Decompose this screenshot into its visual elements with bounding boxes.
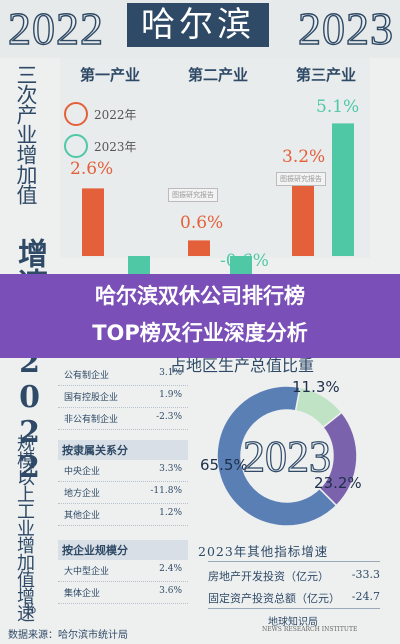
panel-row: 公有制企业 3.1% <box>58 364 188 386</box>
city-title: 哈尔滨 <box>127 3 269 47</box>
row-label: 中央企业 <box>64 467 101 477</box>
bar-1-2 <box>332 123 354 257</box>
row-value: -11.8% <box>150 486 182 496</box>
panel-row: 大中型企业 2.4% <box>58 560 188 582</box>
bar-0-1 <box>188 240 210 256</box>
row-label: 非公有制企业 <box>64 415 119 425</box>
donut-slice-0 <box>216 385 338 527</box>
row-label: 公有制企业 <box>64 371 110 381</box>
donut-chart-wrap: 65.5% 11.3% 23.2% 2023 <box>196 372 378 540</box>
panel-row: 其他企业 1.2% <box>58 504 188 526</box>
legend-item-2023: 2023年 <box>64 134 137 158</box>
category-label-primary: 第一产业 <box>79 66 140 84</box>
bar-0-2 <box>292 172 314 256</box>
share-title: 占地区生产总值比重 <box>170 356 315 375</box>
chart-background <box>60 58 370 258</box>
year-right: 2023 <box>297 2 394 54</box>
row-label: 大中型企业 <box>64 567 110 577</box>
row-value: 2.4% <box>159 564 182 574</box>
donut-chart: 65.5% 11.3% 23.2%2023 <box>200 378 362 527</box>
legend-ring-2022 <box>64 102 88 126</box>
year-left: 2022 <box>7 2 104 54</box>
divider <box>208 608 380 609</box>
category-label-tertiary: 第三产业 <box>295 66 356 84</box>
row-value: 1.2% <box>159 508 182 518</box>
vertical-year: 2022 <box>12 345 47 485</box>
panel-row: 国有控股企业 1.9% <box>58 386 188 408</box>
ownership-panel: 公有制企业 3.1% 国有控股企业 1.9% 非公有制企业 -2.3% <box>58 364 188 430</box>
panel-row: 中央企业 3.3% <box>58 460 188 482</box>
vertical-title: 三次产业增加值 <box>14 64 38 204</box>
bar-0-0 <box>82 188 104 256</box>
row-value: 3.3% <box>159 464 182 474</box>
watermark-stamp: 图振研究报告 <box>168 188 218 202</box>
panel-row: 集体企业 3.6% <box>58 582 188 604</box>
donut-label-1: 11.3% <box>292 378 340 396</box>
indicator-row: 固定资产投资总额（亿元） -24.7 <box>208 590 380 606</box>
row-value: 3.6% <box>159 586 182 596</box>
row-label: 其他企业 <box>64 511 101 521</box>
panel-row: 地方企业 -11.8% <box>58 482 188 504</box>
data-source: 数据来源：哈尔滨市统计局 <box>8 630 128 641</box>
category-label-secondary: 第二产业 <box>187 66 248 84</box>
publisher-logo-subtitle: NEWS RESEARCH INSTITUTE <box>262 626 358 633</box>
indicator-value: -24.7 <box>351 590 380 603</box>
indicator-value: -33.3 <box>351 568 380 581</box>
donut-center-label: 2023 <box>243 432 331 481</box>
data-label-1: 0.6% <box>180 213 223 233</box>
row-label: 集体企业 <box>64 589 101 599</box>
publisher-logo: 地球知识局 <box>268 617 318 628</box>
overlay-title-line2: TOP榜及行业深度分析 <box>92 321 308 345</box>
legend-label-2023: 2023年 <box>94 139 137 154</box>
other-indicators-title: 2023年其他指标增速 <box>198 544 329 559</box>
donut-label-0: 65.5% <box>200 456 248 474</box>
row-label: 地方企业 <box>64 489 101 499</box>
row-value: -2.3% <box>156 412 182 422</box>
donut-label-2: 23.2% <box>314 474 362 492</box>
indicator-row: 房地产开发投资（亿元） -33.3 <box>208 568 380 584</box>
panel-header: 按隶属关系分 <box>58 440 188 460</box>
row-label: 国有控股企业 <box>64 393 119 403</box>
legend-item-2022: 2022年 <box>64 102 137 126</box>
legend-ring-2023 <box>64 134 88 158</box>
panel-header: 按企业规模分 <box>58 540 188 560</box>
affiliation-panel: 按隶属关系分 中央企业 3.3% 地方企业 -11.8% 其他企业 1.2% <box>58 440 188 526</box>
donut-slice-2 <box>318 411 358 507</box>
row-value: 3.1% <box>159 368 182 378</box>
data-label-4: -0.6% <box>220 251 269 271</box>
vertical-unit: % <box>24 602 37 617</box>
overlay-banner <box>0 274 400 358</box>
panel-row: 非公有制企业 -2.3% <box>58 408 188 430</box>
data-label-2: 3.2% <box>282 147 325 167</box>
vertical-subtitle: 规模以上工业增加值增速 <box>14 434 35 621</box>
legend-label-2022: 2022年 <box>94 107 137 122</box>
data-label-0: 2.6% <box>70 159 113 179</box>
indicator-label: 房地产开发投资（亿元） <box>208 570 329 583</box>
row-value: 1.9% <box>159 390 182 400</box>
scale-panel: 按企业规模分 大中型企业 2.4% 集体企业 3.6% <box>58 540 188 604</box>
divider <box>208 561 380 562</box>
indicator-label: 固定资产投资总额（亿元） <box>208 592 340 605</box>
watermark-stamp: 图振研究报告 <box>276 172 326 186</box>
overlay-title-line1: 哈尔滨双休公司排行榜 <box>95 284 305 308</box>
data-label-3: 5.1% <box>316 97 359 117</box>
bar-chart: 2.6% 0.6% 3.2% 5.1% -0.6% <box>70 97 359 286</box>
